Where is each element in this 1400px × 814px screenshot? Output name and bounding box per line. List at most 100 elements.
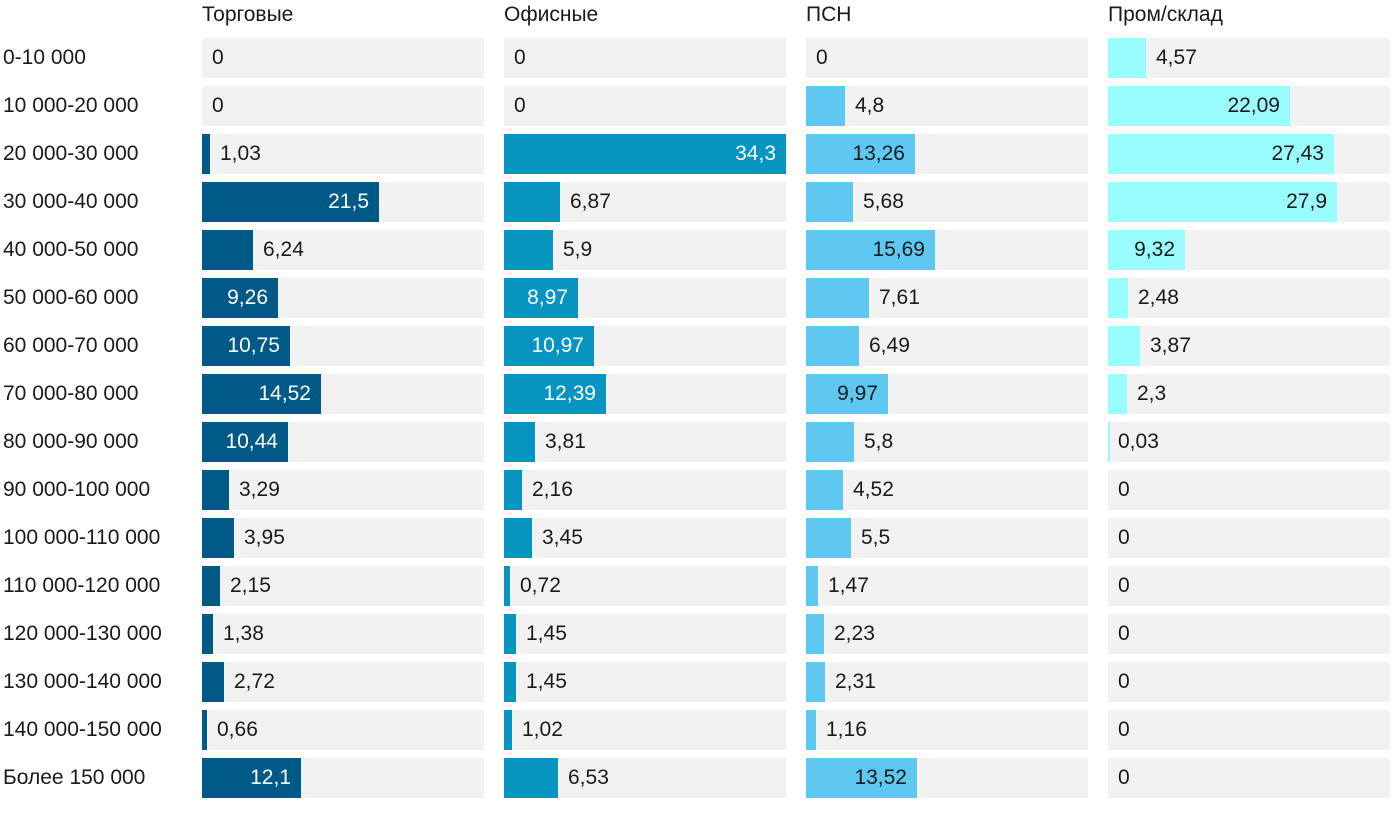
bar-track: 2,3 [1108, 374, 1390, 414]
bar-track: 9,32 [1108, 230, 1390, 270]
bar-track: 7,61 [806, 278, 1088, 318]
bar-track: 10,97 [504, 326, 786, 366]
data-label: 6,53 [568, 766, 609, 789]
bar-track: 1,45 [504, 614, 786, 654]
bar-track: 1,47 [806, 566, 1088, 606]
series-title: Офисные [504, 3, 599, 26]
data-label: 4,8 [855, 94, 885, 117]
bar [504, 326, 594, 366]
bar-track: 0 [504, 38, 786, 78]
category-label: 130 000-140 000 [3, 670, 162, 693]
bar [504, 278, 578, 318]
bar [806, 518, 851, 558]
data-label: 13,52 [854, 766, 907, 789]
data-label: 3,29 [239, 478, 280, 501]
bar [1108, 326, 1140, 366]
bar-track: 0 [806, 38, 1088, 78]
bar-track: 1,45 [504, 662, 786, 702]
data-label: 3,81 [545, 430, 586, 453]
bar-track: 5,5 [806, 518, 1088, 558]
bar [202, 614, 213, 654]
bar [504, 710, 512, 750]
bar-track: 6,87 [504, 182, 786, 222]
bar [806, 326, 859, 366]
bar-track: 5,8 [806, 422, 1088, 462]
category-label: 20 000-30 000 [3, 142, 139, 165]
bar [1108, 278, 1128, 318]
bar-track: 0 [1108, 614, 1390, 654]
bar [202, 374, 321, 414]
series-title: ПСН [806, 3, 852, 26]
bar-track: 9,97 [806, 374, 1088, 414]
data-label: 2,3 [1137, 382, 1167, 405]
data-label: 0 [1118, 574, 1130, 597]
bar [806, 566, 818, 606]
bar [504, 422, 535, 462]
bar-track: 4,57 [1108, 38, 1390, 78]
data-label: 3,95 [244, 526, 285, 549]
bar-track: 3,45 [504, 518, 786, 558]
data-label: 0 [212, 94, 224, 117]
data-label: 1,45 [526, 622, 567, 645]
bar-track: 8,97 [504, 278, 786, 318]
category-label: 40 000-50 000 [3, 238, 139, 261]
data-label: 10,97 [531, 334, 584, 357]
data-label: 0 [514, 94, 526, 117]
data-label: 27,9 [1286, 190, 1327, 213]
bar-track: 6,53 [504, 758, 786, 798]
bar [504, 134, 786, 174]
data-label: 1,38 [223, 622, 264, 645]
category-label: 90 000-100 000 [3, 478, 151, 501]
bar-track: 3,87 [1108, 326, 1390, 366]
bar-track: 13,26 [806, 134, 1088, 174]
data-label: 4,52 [853, 478, 894, 501]
category-label: 30 000-40 000 [3, 190, 139, 213]
category-label: 70 000-80 000 [3, 382, 139, 405]
category-label: 10 000-20 000 [3, 94, 139, 117]
data-label: 1,03 [220, 142, 261, 165]
category-label: 140 000-150 000 [3, 718, 162, 741]
bar-track: 5,68 [806, 182, 1088, 222]
data-label: 6,87 [570, 190, 611, 213]
data-label: 1,47 [828, 574, 869, 597]
category-label: 80 000-90 000 [3, 430, 139, 453]
data-label: 0 [1118, 718, 1130, 741]
data-label: 34,3 [735, 142, 776, 165]
data-label: 14,52 [258, 382, 311, 405]
data-label: 2,72 [234, 670, 275, 693]
bar [1108, 134, 1334, 174]
bar [202, 710, 207, 750]
bar [504, 566, 510, 606]
data-label: 0 [1118, 766, 1130, 789]
data-label: 5,9 [563, 238, 593, 261]
data-label: 2,48 [1138, 286, 1179, 309]
data-label: 9,97 [837, 382, 878, 405]
bar [504, 518, 532, 558]
data-label: 2,23 [834, 622, 875, 645]
category-label: 0-10 000 [3, 46, 86, 69]
category-label: 60 000-70 000 [3, 334, 139, 357]
bar [504, 758, 558, 798]
bar [806, 134, 915, 174]
bar-track: 0 [1108, 662, 1390, 702]
data-label: 0 [212, 46, 224, 69]
data-label: 0,66 [217, 718, 258, 741]
category-label: 50 000-60 000 [3, 286, 139, 309]
bar-track: 2,23 [806, 614, 1088, 654]
bar-track: 0,72 [504, 566, 786, 606]
bar [504, 470, 522, 510]
data-label: 5,8 [864, 430, 894, 453]
data-label: 12,1 [250, 766, 291, 789]
category-label: Более 150 000 [3, 766, 146, 789]
data-label: 6,49 [869, 334, 910, 357]
data-label: 0 [1118, 526, 1130, 549]
bar-track: 21,5 [202, 182, 484, 222]
category-label: 120 000-130 000 [3, 622, 162, 645]
bar-track: 2,31 [806, 662, 1088, 702]
bar [202, 326, 290, 366]
data-label: 0,72 [520, 574, 561, 597]
bar [806, 278, 869, 318]
bar-track: 27,9 [1108, 182, 1390, 222]
bar-track: 2,16 [504, 470, 786, 510]
bar [806, 230, 935, 270]
